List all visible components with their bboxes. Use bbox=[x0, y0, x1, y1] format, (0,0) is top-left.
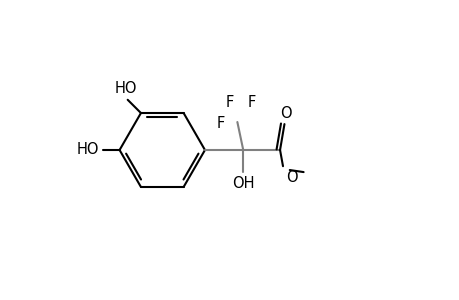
Text: O: O bbox=[285, 170, 297, 185]
Text: HO: HO bbox=[115, 81, 137, 96]
Text: F: F bbox=[225, 95, 234, 110]
Text: F: F bbox=[217, 116, 225, 131]
Text: HO: HO bbox=[76, 142, 99, 158]
Text: O: O bbox=[280, 106, 291, 121]
Text: F: F bbox=[247, 95, 255, 110]
Text: OH: OH bbox=[231, 176, 254, 191]
